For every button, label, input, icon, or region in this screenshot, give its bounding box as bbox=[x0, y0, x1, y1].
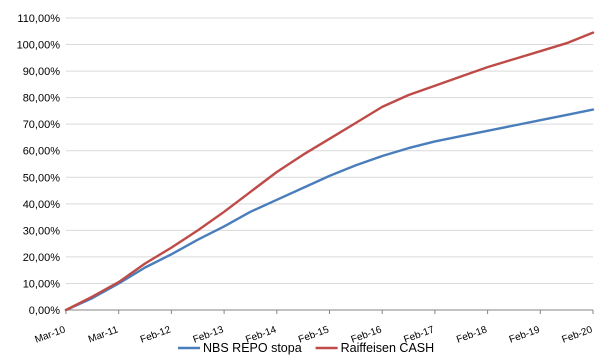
x-tick-label: Feb-19 bbox=[508, 324, 542, 345]
series-line-1 bbox=[64, 108, 595, 312]
y-tick-label: 50,00% bbox=[23, 172, 61, 184]
x-tick-label: Feb-20 bbox=[560, 324, 594, 345]
y-axis-ticks: 0,00% 10,00% 20,00% 30,00% 40,00% 50,00% 60,00… bbox=[17, 13, 61, 317]
legend: NBS REPO stopa Raiffeisen CASH bbox=[178, 341, 434, 355]
x-tick-label: Feb-18 bbox=[455, 324, 489, 345]
x-axis-ticks: Mar-10 Mar-11 Feb-12 Feb-13 Feb-14 Feb-15 Feb-… bbox=[33, 310, 594, 346]
x-tick-label: Feb-15 bbox=[297, 324, 331, 345]
y-tick-label: 70,00% bbox=[23, 119, 61, 131]
y-tick-label: 90,00% bbox=[23, 66, 61, 78]
y-tick-label: 0,00% bbox=[29, 305, 60, 317]
y-tick-label: 20,00% bbox=[23, 252, 61, 264]
y-tick-label: 40,00% bbox=[23, 199, 61, 211]
y-tick-label: 110,00% bbox=[17, 13, 60, 25]
y-tick-label: 10,00% bbox=[23, 278, 61, 290]
y-tick-label: 100,00% bbox=[17, 40, 61, 52]
y-tick-label: 60,00% bbox=[23, 146, 61, 158]
legend-label-2: Raiffeisen CASH bbox=[341, 341, 435, 355]
y-tick-label: 80,00% bbox=[23, 93, 61, 105]
x-tick-label: Mar-11 bbox=[87, 324, 120, 345]
series-lines bbox=[64, 31, 595, 312]
x-tick-label: Feb-12 bbox=[139, 324, 173, 345]
gridlines bbox=[66, 17, 593, 284]
series-line-2 bbox=[64, 31, 595, 312]
x-tick-label: Mar-10 bbox=[33, 324, 67, 345]
legend-label-1: NBS REPO stopa bbox=[203, 341, 302, 355]
y-tick-label: 30,00% bbox=[23, 225, 61, 237]
